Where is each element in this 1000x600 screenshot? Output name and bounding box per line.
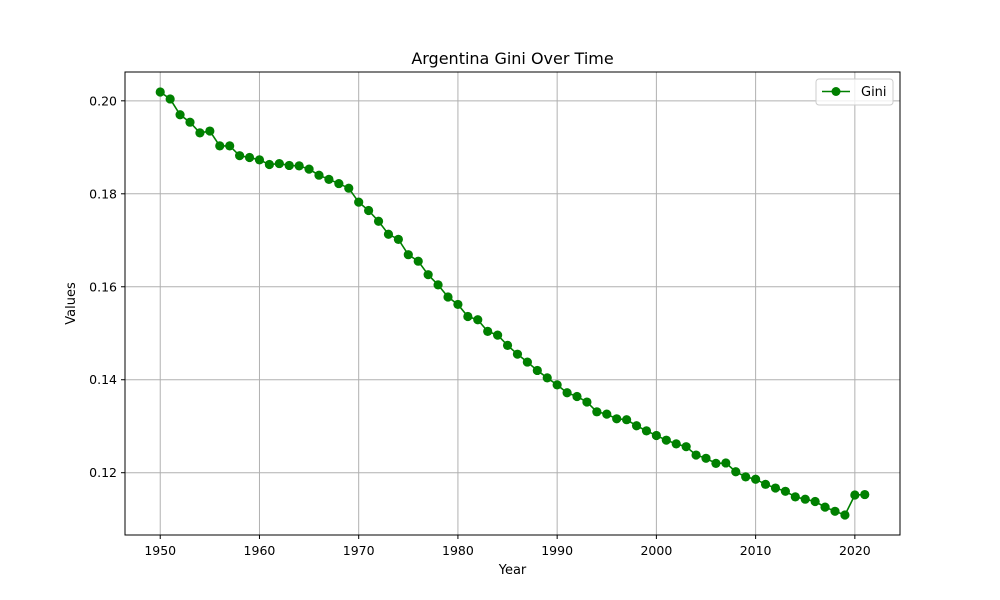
- data-point: [780, 486, 790, 496]
- y-tick-label: 0.12: [89, 465, 117, 480]
- x-tick-label: 1980: [442, 543, 474, 558]
- series-points: [155, 87, 870, 520]
- data-point: [671, 439, 681, 449]
- chart-title: Argentina Gini Over Time: [411, 49, 613, 68]
- data-point: [403, 250, 413, 260]
- data-point: [830, 506, 840, 516]
- data-point: [860, 489, 870, 500]
- y-tick-label: 0.18: [89, 186, 117, 201]
- data-point: [244, 152, 255, 163]
- data-point: [512, 349, 523, 359]
- y-tick-label: 0.16: [89, 279, 117, 294]
- data-point: [195, 128, 205, 138]
- data-point: [800, 494, 810, 504]
- data-point: [473, 315, 483, 325]
- data-point: [850, 490, 860, 500]
- data-point: [304, 164, 314, 174]
- data-point: [810, 496, 820, 507]
- data-point: [334, 178, 344, 189]
- data-point: [443, 292, 453, 302]
- data-point: [691, 450, 701, 460]
- legend: Gini: [815, 78, 894, 106]
- x-tick-label: 2000: [640, 543, 672, 558]
- x-tick-label: 2020: [839, 543, 871, 558]
- data-point: [433, 280, 443, 290]
- data-point: [493, 330, 503, 340]
- data-point: [731, 467, 741, 477]
- data-point: [840, 510, 850, 520]
- data-point: [790, 492, 800, 502]
- y-tick-label: 0.14: [89, 372, 117, 387]
- data-point: [483, 326, 493, 336]
- data-point: [413, 256, 423, 266]
- data-point: [205, 126, 215, 136]
- data-point: [711, 458, 721, 469]
- plot-area-frame: [124, 71, 901, 536]
- data-point: [741, 472, 751, 482]
- data-point: [215, 141, 225, 151]
- data-point: [463, 311, 473, 322]
- data-point: [354, 197, 364, 207]
- legend-label: Gini: [861, 85, 887, 100]
- data-point: [532, 365, 542, 376]
- legend-box: [815, 78, 894, 106]
- data-point: [284, 160, 294, 171]
- x-axis-title: Year: [498, 563, 527, 578]
- data-point: [364, 205, 374, 216]
- data-point: [502, 340, 513, 350]
- legend-marker-sample: [831, 87, 841, 96]
- data-point: [760, 479, 771, 489]
- data-point: [721, 458, 731, 468]
- data-point: [751, 474, 761, 484]
- data-point: [542, 373, 552, 383]
- data-point: [225, 141, 235, 151]
- data-point: [701, 453, 711, 463]
- data-point: [383, 229, 394, 239]
- x-tick-label: 1960: [244, 543, 276, 558]
- y-axis-ticks: 0.12 0.14 0.16 0.18 0.20: [89, 93, 125, 480]
- data-point: [393, 234, 403, 244]
- data-point: [661, 435, 671, 445]
- x-tick-label: 2010: [740, 543, 772, 558]
- data-point: [165, 94, 175, 104]
- y-axis-title: Values: [64, 282, 79, 325]
- data-point: [641, 426, 652, 436]
- data-point: [235, 151, 245, 161]
- data-point: [453, 299, 463, 310]
- data-point: [254, 155, 265, 165]
- data-point: [572, 391, 582, 402]
- data-point: [820, 502, 830, 512]
- data-point: [522, 357, 532, 367]
- data-point: [552, 380, 562, 390]
- data-point: [373, 216, 384, 226]
- data-point: [344, 183, 354, 193]
- data-point: [631, 421, 642, 431]
- data-point: [582, 397, 592, 407]
- x-tick-label: 1990: [541, 543, 573, 558]
- data-point: [155, 87, 165, 97]
- data-point: [175, 110, 185, 120]
- data-point: [562, 388, 572, 398]
- grid: [125, 72, 900, 535]
- data-point: [770, 483, 781, 493]
- data-point: [264, 159, 274, 170]
- data-point: [274, 158, 284, 169]
- data-point: [185, 117, 195, 127]
- data-point: [612, 414, 622, 424]
- data-point: [681, 442, 691, 452]
- data-point: [314, 170, 324, 180]
- data-point: [294, 161, 304, 171]
- data-point: [592, 407, 602, 417]
- data-point: [602, 409, 612, 419]
- data-point: [622, 415, 632, 425]
- x-tick-label: 1970: [343, 543, 375, 558]
- data-point: [324, 174, 334, 184]
- y-tick-label: 0.20: [89, 93, 117, 108]
- x-tick-label: 1950: [144, 543, 176, 558]
- x-axis-ticks: 1950 1960 1970 1980 1990 2000 2010 2020: [144, 535, 871, 558]
- data-point: [651, 430, 661, 441]
- data-point: [423, 270, 433, 280]
